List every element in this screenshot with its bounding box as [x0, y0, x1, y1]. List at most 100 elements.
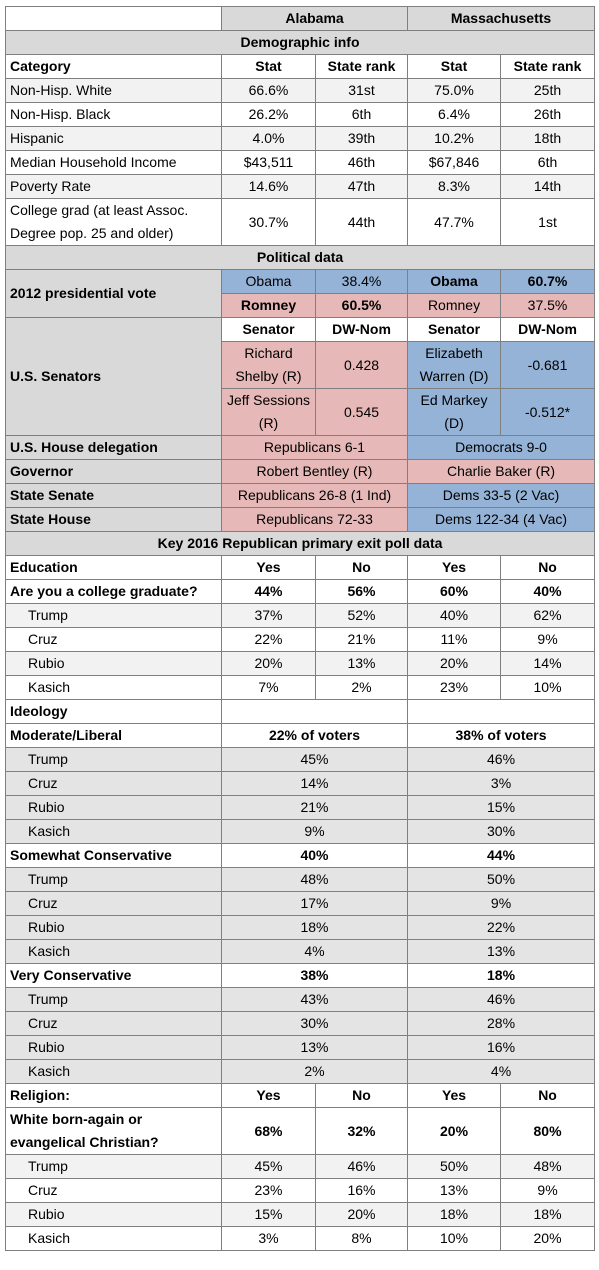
table-row: Hispanic 4.0% 39th 10.2% 18th [5, 126, 596, 151]
table-cell: Obama [407, 269, 502, 294]
table-cell: Trump [5, 867, 222, 892]
table-cell: Yes [221, 555, 316, 580]
data-table: Alabama Massachusetts Demographic info Cate… [4, 6, 596, 1251]
table-cell: 48% [220, 867, 409, 892]
table-cell: 60% [407, 579, 502, 604]
table-row: Trump 45% 46% 50% 48% [5, 1154, 596, 1179]
table-cell: College grad (at least Assoc. Degree pop… [5, 198, 222, 246]
table-row: College grad (at least Assoc. Degree pop… [5, 198, 596, 246]
table-cell: 9% [500, 627, 596, 652]
table-row: Trump 37% 52% 40% 62% [5, 603, 596, 628]
table-cell: 62% [500, 603, 596, 628]
table-cell: Are you a college graduate? [5, 579, 222, 604]
table-cell: 44% [407, 843, 596, 868]
table-cell: 75.0% [407, 78, 502, 103]
table-cell: 14% [500, 651, 596, 676]
table-cell: No [500, 1083, 596, 1108]
table-cell: 22% [407, 915, 596, 940]
table-row: Non-Hisp. Black 26.2% 6th 6.4% 26th [5, 102, 596, 127]
table-cell: 50% [407, 1154, 502, 1179]
table-cell: 45% [220, 747, 409, 772]
table-cell: Stat [407, 54, 502, 79]
table-cell: 38.4% [314, 269, 409, 294]
table-cell: 18% [407, 1202, 502, 1227]
table-cell: 13% [220, 1035, 409, 1060]
table-cell: Moderate/Liberal [5, 723, 222, 748]
table-row: Demographic info [4, 30, 596, 55]
table-row: Poverty Rate 14.6% 47th 8.3% 14th [5, 174, 596, 199]
table-cell: 4% [407, 1059, 596, 1084]
table-cell: 30% [220, 1011, 409, 1036]
table-cell: $67,846 [407, 150, 502, 175]
table-cell: Charlie Baker (R) [407, 459, 596, 484]
table-cell: Yes [221, 1083, 316, 1108]
table-cell: 9% [407, 891, 596, 916]
table-cell: 56% [314, 579, 409, 604]
table-cell: Yes [407, 1083, 502, 1108]
table-cell: 14% [220, 771, 409, 796]
table-cell: Rubio [5, 915, 222, 940]
table-row: Kasich 7% 2% 23% 10% [5, 675, 596, 700]
table-cell: Romney [221, 293, 316, 318]
table-cell: 1st [500, 198, 596, 246]
table-cell: Cruz [5, 1178, 222, 1203]
table-cell: Democrats 9-0 [407, 435, 596, 460]
table-row: Trump 43% 46% [5, 987, 596, 1012]
table-cell: 32% [314, 1107, 409, 1155]
table-row: Education Yes No Yes No [5, 555, 596, 580]
table-row: White born-again or evangelical Christia… [5, 1107, 596, 1155]
table-row: 2012 presidential vote Obama 38.4% Obama 60.… [5, 269, 596, 318]
table-cell: 46% [407, 987, 596, 1012]
table-cell: 40% [407, 603, 502, 628]
table-cell: Senator [221, 317, 316, 342]
table-cell: -0.681 [500, 341, 596, 389]
table-row: Religion: Yes No Yes No [5, 1083, 596, 1108]
table-cell: Republicans 26-8 (1 Ind) [220, 483, 409, 508]
table-cell: 13% [314, 651, 409, 676]
table-cell: Kasich [5, 675, 222, 700]
table-cell: 16% [314, 1178, 409, 1203]
table-cell: 50% [407, 867, 596, 892]
table-cell: 16% [407, 1035, 596, 1060]
table-cell: Dems 33-5 (2 Vac) [407, 483, 596, 508]
table-cell: DW-Nom [500, 317, 596, 342]
table-cell: Kasich [5, 819, 222, 844]
table-cell: 30.7% [221, 198, 316, 246]
table-cell: Key 2016 Republican primary exit poll da… [4, 531, 596, 556]
table-row: Ideology [5, 699, 596, 724]
table-row: State Senate Republicans 26-8 (1 Ind) Dems… [5, 483, 596, 508]
table-cell: White born-again or evangelical Christia… [5, 1107, 222, 1155]
table-row: Median Household Income $43,511 46th $67,84… [5, 150, 596, 175]
table-cell: 26.2% [221, 102, 316, 127]
table-cell: -0.512* [500, 388, 596, 436]
table-row: Cruz 17% 9% [5, 891, 596, 916]
table-cell: 47th [314, 174, 409, 199]
table-row: Trump 48% 50% [5, 867, 596, 892]
table-row: Kasich 2% 4% [5, 1059, 596, 1084]
table-row: Governor Robert Bentley (R) Charlie Baker … [5, 459, 596, 484]
table-cell: Alabama [220, 6, 409, 31]
table-row: State House Republicans 72-33 Dems 122-34 … [5, 507, 596, 532]
table-cell: DW-Nom [314, 317, 409, 342]
table-cell: Political data [4, 245, 596, 270]
table-cell: State rank [314, 54, 409, 79]
table-cell: 44th [314, 198, 409, 246]
table-cell: 9% [500, 1178, 596, 1203]
table-cell: Obama [221, 269, 316, 294]
table-row: Rubio 20% 13% 20% 14% [5, 651, 596, 676]
table-row: Cruz 14% 3% [5, 771, 596, 796]
table-cell: 18th [500, 126, 596, 151]
table-cell: Republicans 72-33 [220, 507, 409, 532]
table-cell: Religion: [5, 1083, 222, 1108]
table-cell: 26th [500, 102, 596, 127]
table-row: U.S. House delegation Republicans 6-1 Demo… [5, 435, 596, 460]
table-row: Kasich 4% 13% [5, 939, 596, 964]
table-cell: State rank [500, 54, 596, 79]
table-cell: 6th [314, 102, 409, 127]
table-row: Richard Shelby (R) 0.428 Elizabeth Warren … [6, 341, 596, 389]
table-cell: Trump [5, 1154, 222, 1179]
table-row: U.S. Senators Senator DW-Nom Senator DW-Nom [5, 317, 596, 436]
table-cell: 17% [220, 891, 409, 916]
table-cell: 18% [500, 1202, 596, 1227]
table-row: Rubio 18% 22% [5, 915, 596, 940]
